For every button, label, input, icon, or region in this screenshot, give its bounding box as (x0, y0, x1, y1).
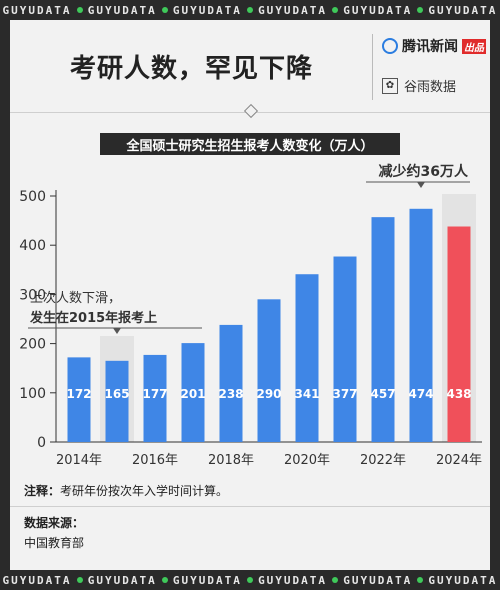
ticker-text: GUYUDATA (343, 3, 413, 17)
y-tick-label: 0 (37, 435, 46, 451)
ticker-text: GUYUDATA (258, 573, 328, 587)
bar-value-label: 438 (446, 387, 471, 401)
annotation-line: 上次人数下滑， (30, 290, 121, 306)
bar (143, 354, 167, 442)
annotation-pointer (113, 328, 121, 334)
guyu-logo-icon: ✿ (382, 77, 398, 94)
x-tick-label: 2024年 (436, 453, 482, 468)
footnote: 注释：考研年份按次年入学时间计算。 (24, 482, 228, 499)
ticker-dot (332, 7, 339, 13)
ticker-text: GUYUDATA (172, 573, 242, 587)
ticker-dot (246, 577, 253, 583)
bar-value-label: 177 (142, 387, 167, 401)
footnote-label: 注释： (24, 484, 61, 498)
annotation-pointer (417, 182, 425, 188)
brand-ticker-top: GUYUDATA GUYUDATA GUYUDATA GUYUDATA GUYU… (0, 0, 500, 20)
bar-value-label: 172 (66, 387, 91, 401)
bar (371, 217, 395, 442)
tencent-badge: 出品 (462, 38, 486, 54)
content-card: 考研人数，罕见下降 腾讯新闻 出品 ✿ 谷雨数据 全国硕士研究生招生报考人数变化… (10, 20, 490, 570)
header-divider (372, 34, 373, 100)
x-tick-label: 2016年 (132, 453, 178, 468)
bar-value-label: 474 (408, 387, 433, 401)
ticker-dot (417, 577, 424, 583)
chart-title: 全国硕士研究生招生报考人数变化（万人） (100, 133, 400, 155)
ticker-text: GUYUDATA (428, 573, 498, 587)
guyu-logo-text: 谷雨数据 (404, 80, 457, 95)
tencent-logo-text: 腾讯新闻 (402, 39, 458, 55)
y-tick-label: 500 (19, 189, 46, 205)
bar-value-label: 201 (180, 387, 205, 401)
ticker-dot (246, 7, 253, 13)
ticker-dot (76, 7, 83, 13)
bar (257, 299, 281, 442)
x-tick-label: 2018年 (208, 453, 254, 468)
header: 考研人数，罕见下降 腾讯新闻 出品 ✿ 谷雨数据 (10, 20, 490, 113)
annotation-line: 减少约36万人 (379, 163, 469, 180)
bar (333, 256, 357, 442)
ticker-text: GUYUDATA (87, 573, 157, 587)
bar-chart: 0 100 200 300 400 500 172 165 177 201 238 290 341 377… (19, 163, 482, 468)
x-tick-label: 2022年 (360, 453, 406, 468)
section-divider (10, 506, 490, 507)
bar-value-label: 165 (104, 387, 129, 401)
bar (181, 343, 205, 442)
source-label: 数据来源： (24, 516, 85, 530)
tencent-news-logo: 腾讯新闻 出品 (382, 36, 486, 56)
bar-value-label: 290 (256, 387, 281, 401)
bar (67, 357, 91, 442)
footnote-text: 考研年份按次年入学时间计算。 (60, 484, 229, 498)
ticker-text: GUYUDATA (2, 3, 72, 17)
bar (295, 274, 319, 442)
ticker-text: GUYUDATA (428, 3, 498, 17)
ticker-dot (417, 7, 424, 13)
guyu-data-logo: ✿ 谷雨数据 (382, 76, 456, 95)
bar-value-label: 341 (294, 387, 319, 401)
ticker-text: GUYUDATA (87, 3, 157, 17)
brand-ticker-bottom: GUYUDATA GUYUDATA GUYUDATA GUYUDATA GUYU… (0, 570, 500, 590)
x-tick-label: 2020年 (284, 453, 330, 468)
ticker-text: GUYUDATA (343, 573, 413, 587)
bar (447, 226, 471, 442)
ticker-text: GUYUDATA (172, 3, 242, 17)
ticker-text: GUYUDATA (258, 3, 328, 17)
bar (105, 360, 129, 442)
ticker-dot (76, 577, 83, 583)
y-tick-label: 200 (19, 337, 46, 353)
ticker-text: GUYUDATA (2, 573, 72, 587)
bar-value-label: 238 (218, 387, 243, 401)
tencent-logo-icon (382, 38, 398, 54)
x-tick-label: 2014年 (56, 453, 102, 468)
ticker-dot (161, 7, 168, 13)
bar-value-label: 377 (332, 387, 357, 401)
annotation-line: 发生在2015年报考上 (29, 310, 157, 326)
bar (409, 208, 433, 442)
y-tick-label: 300 (19, 287, 46, 303)
ticker-dot (332, 577, 339, 583)
y-tick-label: 400 (19, 238, 46, 254)
bar-value-label: 457 (370, 387, 395, 401)
y-tick-label: 100 (19, 386, 46, 402)
page-title: 考研人数，罕见下降 (70, 54, 314, 84)
bar (219, 324, 243, 442)
ticker-dot (161, 577, 168, 583)
source-value: 中国教育部 (24, 536, 85, 550)
